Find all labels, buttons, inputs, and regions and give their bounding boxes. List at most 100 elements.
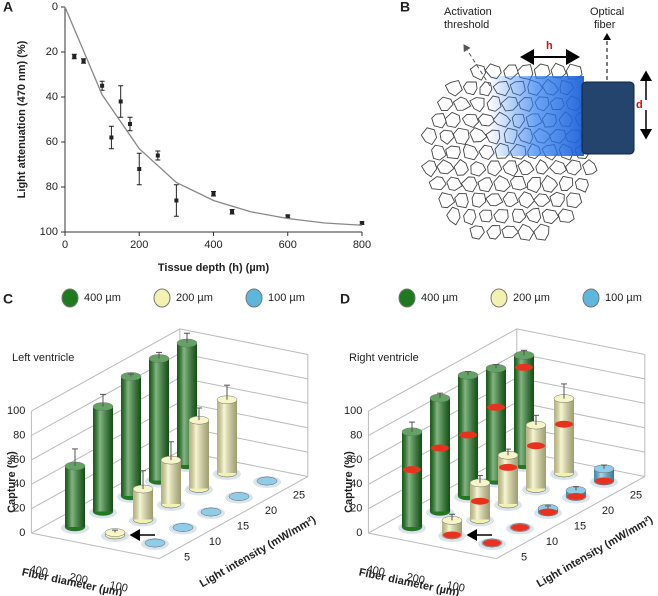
diagram-b: B Activation threshold Optical fiber h d [400,0,652,241]
cell [452,127,470,145]
subtitle: Left ventricle [12,352,74,364]
cell [462,143,479,161]
cell [454,193,469,209]
y-tick-label: 40 [13,478,25,490]
y-tick-label: 100 [7,405,25,417]
y-tick-label: 0 [19,527,25,539]
cell [517,159,535,175]
panel-label: B [400,0,410,15]
y-tick-label: 80 [13,429,25,441]
marker [487,403,505,411]
y-tick-label: 100 [40,226,58,238]
cell [438,192,456,209]
cell [518,191,535,209]
panel-label: A [3,0,13,15]
bar-shine [402,431,422,527]
floor-edge [31,476,309,560]
y-tick-label: 60 [350,454,362,466]
marker [483,539,501,547]
cell [549,191,565,207]
bar-shine [554,398,574,473]
grid-line [368,352,645,436]
optical-fiber [581,81,635,155]
marker [403,466,421,474]
cell [469,64,487,81]
x-tick-label: 800 [353,239,371,251]
d-label: d [636,99,643,111]
cell [469,225,485,240]
label-line: fiber [594,19,616,31]
cell [487,160,503,177]
bar-shine [498,455,518,504]
legend-swatch [245,288,263,308]
cell [478,209,493,223]
y-axis-label: Light attenuation (470 nm) (%) [16,40,28,198]
cell [517,223,535,241]
bar-top-light [229,492,249,501]
cell [469,127,488,143]
legend-label: 100 µm [268,292,305,304]
bar-top-light [173,523,193,532]
bar [64,461,86,532]
cell [493,175,511,192]
bar [228,492,250,501]
marker [511,524,529,531]
cell [471,192,487,208]
bar [429,393,451,516]
x-axis-label: Tissue depth (h) (µm) [158,262,270,274]
x-tick-label: 400 [204,239,222,251]
marker [567,493,585,500]
legend-label: 100 µm [605,292,642,304]
bar-shine [93,406,113,512]
cell [436,96,454,111]
grid-line [31,377,308,461]
y-tick-label: 60 [46,136,58,148]
subtitle: Right ventricle [349,352,419,364]
x-tick-label: 20 [602,505,614,517]
bar-top [200,507,222,517]
bar-shine [133,489,153,520]
cell [486,225,501,240]
cell [548,159,567,175]
fiber-label: Optical fiber [590,6,624,31]
x-tick-label: 5 [184,552,190,564]
cell [445,145,461,160]
cell [525,207,542,224]
point [127,122,132,126]
legend-swatch [398,288,416,308]
panel-label: C [3,291,13,307]
y-axis-label: Capture (%) [6,451,18,513]
y-tick-label: 100 [344,405,362,417]
marker [499,463,517,471]
y-tick-label: 20 [13,503,25,515]
point [211,191,216,196]
cell [502,191,519,208]
point [118,99,123,104]
cell [428,176,447,191]
cell [533,193,551,207]
bar [497,450,519,509]
x-tick-label: 600 [279,239,297,251]
x-tick-label: 15 [237,521,249,533]
x-tick-label: 10 [209,536,221,548]
x-tick-label: 5 [521,552,527,564]
point [155,153,160,158]
fit-curve [64,6,363,226]
bar-top-light [257,477,277,485]
cell [453,158,469,176]
cell [535,159,550,175]
point [81,59,86,63]
grid-line [368,328,645,412]
point [230,209,235,214]
cell [527,177,542,194]
bar-shine [217,399,237,473]
cell [470,161,487,177]
bar-shine [149,358,169,481]
x-tick-label: 200 [130,239,148,251]
cell [541,174,559,193]
marker [443,531,461,539]
x-axis-label: Light intensity (mW/mm²) [535,514,656,591]
cell [452,96,472,111]
